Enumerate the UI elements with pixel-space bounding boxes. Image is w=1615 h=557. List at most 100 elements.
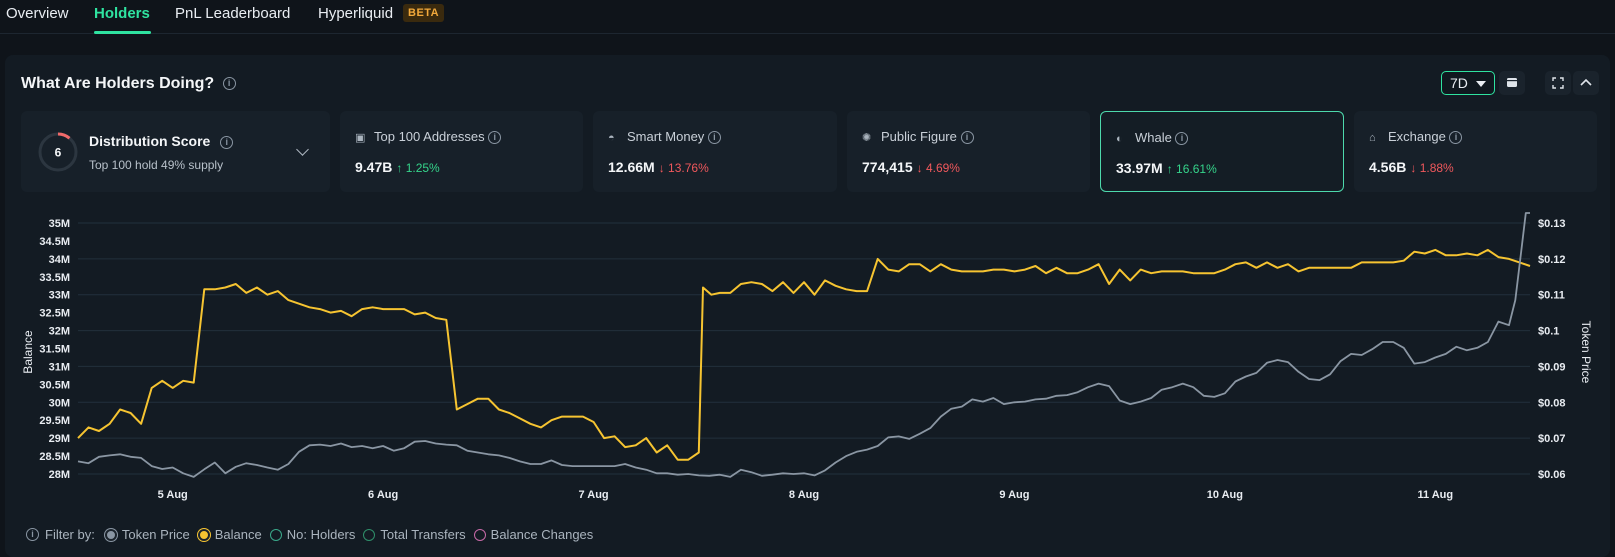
- filter-item-label: Token Price: [121, 527, 190, 542]
- y-right-tick-label: $0.09: [1538, 361, 1566, 373]
- info-icon[interactable]: i: [707, 131, 721, 145]
- filter-item-label: Balance Changes: [490, 527, 594, 542]
- info-icon[interactable]: i: [222, 77, 236, 91]
- beta-badge: BETA: [403, 4, 445, 22]
- info-icon[interactable]: i: [1449, 131, 1463, 145]
- info-icon[interactable]: i: [220, 135, 234, 149]
- stat-card-top-100[interactable]: ▣ Top 100 Addresses i 9.47B ↑ 1.25%: [340, 111, 583, 192]
- y-left-tick-label: 28M: [49, 469, 70, 481]
- y-right-tick-label: $0.08: [1538, 397, 1566, 409]
- expand-icon: [1552, 77, 1564, 89]
- panel-title: What Are Holders Doing? i: [21, 75, 236, 93]
- panel-title-text: What Are Holders Doing?: [21, 75, 215, 92]
- filter-label: Filter by:: [45, 527, 95, 542]
- x-tick-label: 7 Aug: [578, 489, 608, 501]
- info-icon[interactable]: i: [960, 131, 974, 145]
- filter-item-label: No: Holders: [286, 527, 356, 542]
- chevron-up-icon: [1580, 78, 1592, 86]
- y-right-tick-label: $0.1: [1538, 326, 1559, 338]
- stat-change: ↓ 13.76%: [658, 161, 709, 175]
- distribution-score-card[interactable]: [21, 111, 330, 192]
- stat-label: ◐ Whale i: [1116, 130, 1189, 146]
- x-tick-label: 8 Aug: [789, 489, 819, 501]
- stat-change: ↑ 1.25%: [396, 161, 440, 175]
- wallet-icon: ▣: [355, 132, 366, 144]
- top-nav: Overview Holders PnL Leaderboard Hyperli…: [0, 0, 1615, 34]
- stat-value: 774,415 ↓ 4.69%: [862, 159, 960, 175]
- stat-card-whale[interactable]: ◐ Whale i 33.97M ↑ 16.61%: [1100, 111, 1344, 192]
- distribution-score-subtitle: Top 100 hold 49% supply: [89, 158, 224, 172]
- tab-pnl-leaderboard[interactable]: PnL Leaderboard: [175, 5, 291, 22]
- public-figure-icon: ✺: [862, 132, 872, 144]
- filter-dot: [473, 528, 486, 541]
- y-left-axis-title: Balance: [21, 330, 35, 374]
- calendar-icon: [1507, 78, 1517, 87]
- distribution-score-value: 6: [55, 146, 62, 160]
- y-left-tick-label: 28.5M: [39, 451, 70, 463]
- stat-value-text: 774,415: [862, 159, 913, 175]
- y-left-tick-label: 30.5M: [39, 379, 70, 391]
- tab-hyperliquid[interactable]: Hyperliquid: [318, 5, 394, 22]
- series-line-token-price: [77, 212, 1530, 478]
- stat-card-exchange[interactable]: ⌂ Exchange i 4.56B ↓ 1.88%: [1354, 111, 1597, 192]
- filter-balance-changes[interactable]: Balance Changes: [473, 527, 594, 542]
- timeframe-value: 7D: [1450, 75, 1468, 91]
- stat-value: 12.66M ↓ 13.76%: [608, 159, 709, 175]
- info-icon[interactable]: i: [1175, 132, 1189, 146]
- filter-balance[interactable]: Balance: [197, 527, 262, 542]
- stat-value-text: 12.66M: [608, 159, 655, 175]
- stat-label-text: Public Figure: [881, 129, 957, 144]
- filter-item-label: Balance: [214, 527, 262, 542]
- x-tick-label: 6 Aug: [368, 489, 398, 501]
- stat-value-text: 4.56B: [1369, 159, 1407, 175]
- y-right-tick-label: $0.07: [1538, 433, 1566, 445]
- stat-label: ✺ Public Figure i: [862, 129, 974, 145]
- distribution-score-label: Distribution Score: [89, 133, 211, 149]
- stat-label: ⌂ Exchange i: [1369, 129, 1463, 145]
- filter-no-holders[interactable]: No: Holders: [269, 527, 356, 542]
- y-left-tick-label: 33.5M: [39, 272, 70, 284]
- y-left-tick-label: 32M: [49, 326, 70, 338]
- filter-item-label: Total Transfers: [380, 527, 466, 542]
- stat-card-public-figure[interactable]: ✺ Public Figure i 774,415 ↓ 4.69%: [847, 111, 1090, 192]
- y-left-tick-label: 29.5M: [39, 415, 70, 427]
- stat-label: ◓ Smart Money i: [608, 129, 721, 145]
- tab-overview[interactable]: Overview: [6, 5, 69, 22]
- tab-holders[interactable]: Holders: [94, 5, 150, 22]
- stat-label: ▣ Top 100 Addresses i: [355, 129, 502, 145]
- stat-label-text: Exchange: [1388, 129, 1446, 144]
- x-tick-label: 11 Aug: [1417, 489, 1453, 501]
- y-right-axis-title: Token Price: [1579, 321, 1593, 384]
- y-right-tick-label: $0.12: [1538, 254, 1566, 266]
- stat-label-text: Smart Money: [627, 129, 705, 144]
- y-left-tick-label: 32.5M: [39, 308, 70, 320]
- active-tab-indicator: [94, 31, 151, 34]
- info-icon[interactable]: i: [488, 131, 502, 145]
- calendar-button[interactable]: [1499, 71, 1525, 95]
- caret-down-icon: [1476, 81, 1486, 87]
- filter-token-price[interactable]: Token Price: [104, 527, 190, 542]
- distribution-score-gauge: 6: [38, 132, 78, 172]
- y-left-tick-label: 35M: [49, 218, 70, 230]
- y-left-tick-label: 30M: [49, 397, 70, 409]
- fullscreen-button[interactable]: [1545, 71, 1571, 95]
- y-left-tick-label: 29M: [49, 433, 70, 445]
- series-line-balance: [77, 248, 1531, 461]
- info-icon: i: [26, 528, 39, 541]
- filter-total-transfers[interactable]: Total Transfers: [363, 527, 466, 542]
- collapse-button[interactable]: [1573, 71, 1599, 95]
- x-tick-label: 5 Aug: [158, 489, 188, 501]
- stat-card-smart-money[interactable]: ◓ Smart Money i 12.66M ↓ 13.76%: [593, 111, 837, 192]
- exchange-icon: ⌂: [1369, 132, 1376, 144]
- y-right-tick-label: $0.13: [1538, 218, 1566, 230]
- filter-dot: [269, 528, 282, 541]
- holders-chart[interactable]: $0.13 $0.12 $0.11 $0.1 $0.09 $0.08 $0.07 $0.06 3…: [0, 205, 1615, 505]
- y-left-tick-label: 31M: [49, 361, 70, 373]
- timeframe-dropdown[interactable]: 7D: [1441, 71, 1495, 95]
- stat-label-text: Whale: [1135, 130, 1172, 145]
- x-tick-label: 9 Aug: [999, 489, 1029, 501]
- stat-value: 33.97M ↑ 16.61%: [1116, 160, 1217, 176]
- filter-legend: i Filter by: Token Price Balance No: Hol…: [26, 527, 601, 542]
- filter-dot: [197, 528, 210, 541]
- stat-change: ↓ 4.69%: [916, 161, 960, 175]
